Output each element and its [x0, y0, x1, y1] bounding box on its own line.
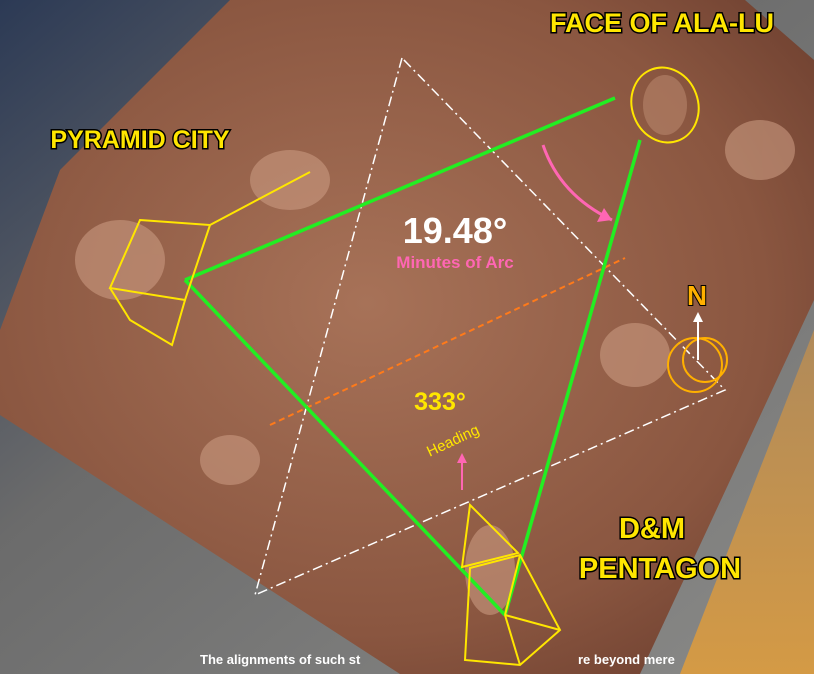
angle-label: 19.48° — [403, 210, 507, 251]
face-label: FACE OF ALA-LU — [550, 8, 774, 38]
pentagon-label: D&M — [619, 513, 685, 545]
page: FACE OF ALA-LU PYRAMID CITY 19.48° Minut… — [0, 0, 814, 674]
caption: The alignments of such st — [200, 652, 361, 667]
heading-value: 333° — [414, 388, 466, 416]
scene: FACE OF ALA-LU PYRAMID CITY 19.48° Minut… — [0, 0, 814, 674]
north-label: N — [687, 280, 707, 311]
pentagon-label: PENTAGON — [579, 553, 741, 585]
pyramid-label: PYRAMID CITY — [50, 126, 230, 154]
angle-unit: Minutes of Arc — [396, 253, 513, 272]
caption: re beyond mere — [578, 652, 675, 667]
